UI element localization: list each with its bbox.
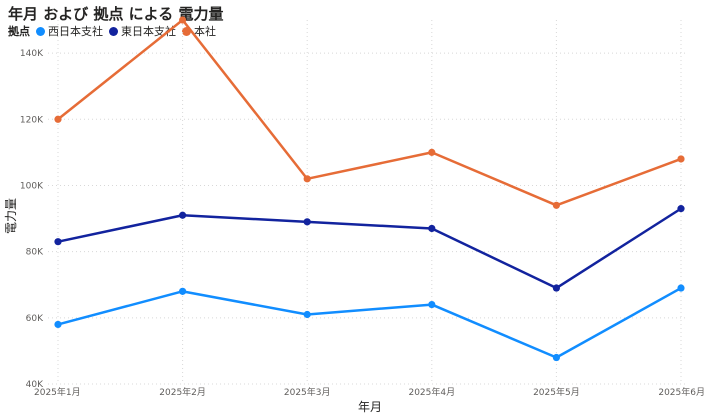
x-tick-label: 2025年4月 (408, 386, 455, 398)
data-point[interactable] (179, 211, 187, 219)
data-point[interactable] (677, 284, 685, 292)
x-axis-title: 年月 (358, 400, 382, 414)
data-point[interactable] (179, 16, 187, 24)
data-point[interactable] (303, 218, 311, 226)
data-point[interactable] (303, 310, 311, 319)
legend-marker-west (36, 26, 45, 36)
series-1 (54, 205, 685, 292)
series-lines (54, 16, 685, 362)
legend-item-west[interactable]: 西日本支社 (36, 23, 103, 39)
y-tick-label: 120K (20, 115, 44, 125)
x-tick-label: 2025年1月 (34, 386, 81, 398)
legend-marker-hq (182, 26, 191, 36)
data-point[interactable] (677, 205, 685, 213)
legend-title: 拠点 (8, 25, 30, 38)
data-point[interactable] (428, 148, 436, 156)
data-point[interactable] (677, 155, 685, 163)
data-point[interactable] (54, 115, 62, 123)
data-point[interactable] (303, 175, 311, 183)
x-tick-label: 2025年5月 (533, 386, 580, 398)
x-tick-label: 2025年2月 (159, 386, 206, 398)
y-tick-label: 140K (20, 49, 44, 59)
series-0 (54, 284, 685, 362)
y-axis-title: 電力量 (4, 198, 18, 234)
y-axis-ticks: 40K 60K 80K 100K 120K 140K (20, 49, 44, 390)
legend-marker-east (109, 26, 118, 36)
data-point[interactable] (428, 224, 436, 233)
legend-label-hq: 本社 (194, 25, 216, 38)
y-tick-label: 60K (26, 314, 44, 324)
y-tick-label: 40K (26, 380, 44, 390)
y-tick-label: 100K (20, 181, 44, 191)
data-point[interactable] (54, 320, 62, 329)
chart-title: 年月 および 拠点 による 電力量 (8, 5, 224, 23)
x-tick-label: 2025年6月 (658, 386, 705, 398)
legend: 拠点 西日本支社 東日本支社 本社 (8, 23, 222, 39)
x-axis-ticks: 2025年1月 2025年2月 2025年3月 2025年4月 2025年5月 2025年… (34, 386, 705, 398)
data-point[interactable] (552, 353, 561, 362)
x-tick-label: 2025年3月 (284, 386, 331, 398)
legend-item-hq[interactable]: 本社 (182, 23, 216, 39)
data-point[interactable] (428, 300, 436, 309)
series-line (57, 207, 682, 290)
grid (48, 20, 687, 385)
series-line (57, 286, 682, 359)
data-point[interactable] (54, 238, 62, 246)
data-point[interactable] (552, 284, 561, 292)
data-point[interactable] (179, 287, 187, 295)
data-point[interactable] (552, 201, 561, 209)
series-2 (54, 16, 685, 209)
y-tick-label: 80K (26, 248, 44, 258)
legend-label-west: 西日本支社 (48, 25, 103, 38)
series-line (57, 18, 682, 207)
